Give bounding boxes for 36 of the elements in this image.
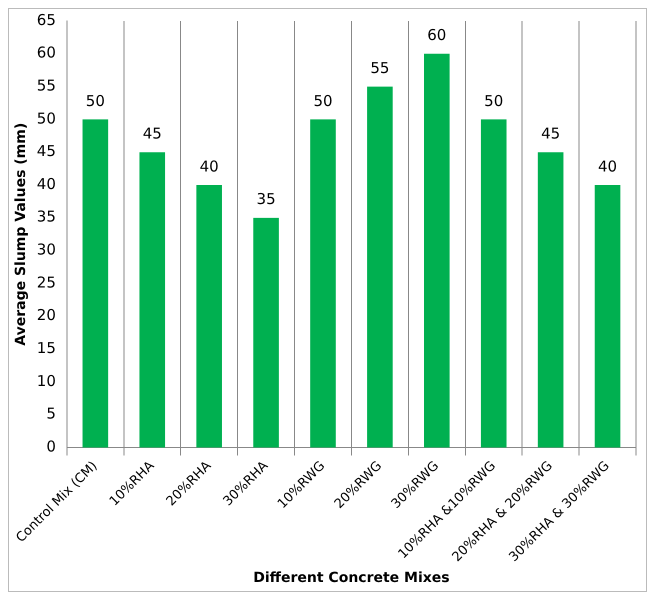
bar	[538, 152, 564, 448]
y-tick-label: 65	[36, 10, 56, 29]
x-axis-title: Different Concrete Mixes	[253, 570, 450, 586]
y-tick-label: 0	[46, 437, 56, 456]
y-tick-label: 5	[46, 404, 56, 423]
y-tick-label: 35	[36, 208, 56, 226]
data-label: 45	[541, 124, 560, 143]
bar	[196, 185, 222, 448]
data-label: 60	[427, 26, 446, 44]
bar	[253, 218, 279, 448]
y-tick-label: 25	[36, 273, 56, 292]
y-tick-label: 60	[36, 44, 56, 62]
y-tick-label: 15	[36, 338, 56, 357]
y-tick-label: 50	[36, 109, 56, 128]
bar	[424, 54, 450, 448]
data-label: 55	[370, 59, 390, 78]
y-tick-label: 55	[36, 76, 56, 95]
data-label: 50	[86, 92, 105, 110]
y-axis-title: Average Slump Values (mm)	[13, 122, 30, 346]
data-label: 50	[484, 92, 504, 110]
bar	[139, 152, 166, 448]
bar	[82, 119, 108, 448]
y-tick-label: 10	[36, 372, 56, 390]
data-label: 50	[313, 92, 333, 110]
y-tick-label: 40	[36, 174, 56, 193]
bar	[310, 119, 336, 448]
data-label: 40	[598, 157, 618, 176]
data-label: 40	[200, 157, 219, 176]
data-label: 35	[256, 190, 276, 208]
bar	[367, 86, 393, 448]
bar	[594, 185, 620, 448]
bar	[480, 119, 507, 448]
y-tick-label: 30	[36, 240, 56, 259]
data-label: 45	[142, 124, 162, 143]
y-tick-label: 20	[36, 306, 56, 324]
y-tick-label: 45	[36, 142, 56, 160]
